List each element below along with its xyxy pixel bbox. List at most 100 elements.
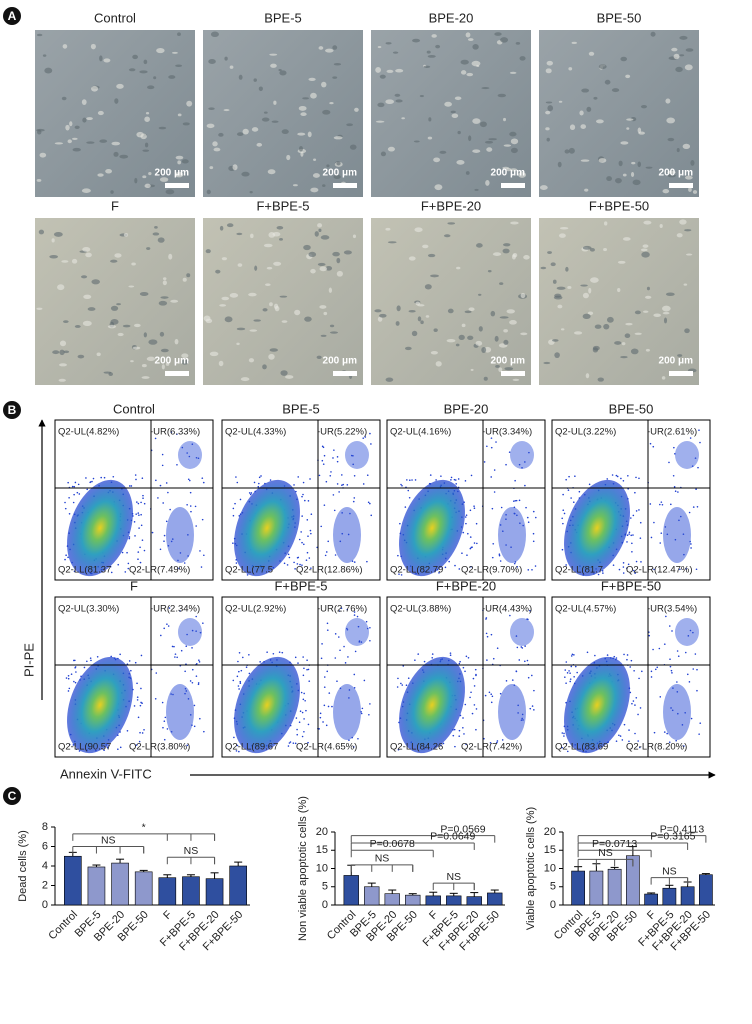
event-dot xyxy=(167,491,169,494)
event-dot xyxy=(296,728,298,731)
event-dot xyxy=(197,682,200,684)
event-dot xyxy=(323,704,326,707)
event-dot xyxy=(423,660,426,663)
event-dot xyxy=(465,655,468,658)
cell xyxy=(565,266,569,272)
cell xyxy=(679,54,685,57)
quadrant-label: Q2-LL(81.37 xyxy=(58,565,111,576)
event-dot xyxy=(448,560,450,563)
cell xyxy=(266,266,273,270)
event-dot xyxy=(626,654,629,656)
event-dot xyxy=(692,631,694,634)
event-dot xyxy=(470,691,472,694)
event-dot xyxy=(353,614,356,616)
event-dot xyxy=(470,546,473,549)
event-dot xyxy=(431,656,434,659)
cell xyxy=(456,266,461,270)
event-dot xyxy=(631,542,633,545)
event-dot xyxy=(648,634,651,637)
event-dot xyxy=(186,744,189,747)
event-dot xyxy=(699,441,701,444)
event-dot xyxy=(576,671,578,674)
cell xyxy=(683,283,688,286)
cell xyxy=(545,127,550,131)
cell xyxy=(464,310,472,314)
event-dot xyxy=(100,476,102,479)
cell xyxy=(428,117,432,122)
event-dot xyxy=(304,499,306,502)
event-dot xyxy=(325,480,328,483)
event-dot xyxy=(294,742,297,745)
cell xyxy=(123,232,129,237)
cell xyxy=(71,258,78,264)
event-dot xyxy=(660,501,663,503)
event-dot xyxy=(668,741,671,744)
panel-label-c: C xyxy=(3,787,21,805)
cell xyxy=(446,338,456,343)
event-dot xyxy=(653,521,655,524)
event-dot xyxy=(618,734,620,737)
cell xyxy=(557,304,563,309)
event-dot xyxy=(529,707,532,710)
event-dot xyxy=(491,507,494,510)
cell xyxy=(142,175,147,179)
event-dot xyxy=(181,446,184,449)
event-dot xyxy=(622,479,625,482)
event-dot xyxy=(303,667,305,670)
significance-label: P=0.0713 xyxy=(592,838,637,850)
y-tick-label: 15 xyxy=(544,844,556,856)
event-dot xyxy=(699,722,702,724)
cell xyxy=(111,141,121,146)
quadrant-label: -UR(4.43%) xyxy=(482,604,532,615)
event-dot xyxy=(470,474,473,477)
cell xyxy=(677,354,683,357)
event-dot xyxy=(341,484,343,487)
event-dot xyxy=(659,696,662,698)
cell xyxy=(547,105,554,112)
event-dot xyxy=(672,474,675,477)
event-dot xyxy=(650,536,653,539)
event-dot xyxy=(663,643,666,645)
event-dot xyxy=(401,484,403,487)
event-dot xyxy=(490,633,493,636)
event-dot xyxy=(302,656,304,658)
event-dot xyxy=(531,705,534,707)
cell xyxy=(241,171,250,177)
cell xyxy=(653,313,661,318)
bar xyxy=(364,886,380,906)
event-dot xyxy=(499,692,502,695)
cell xyxy=(354,107,359,112)
cell xyxy=(156,47,165,54)
event-dot xyxy=(331,705,333,708)
cell xyxy=(447,308,454,314)
event-dot xyxy=(199,550,201,552)
event-dot xyxy=(518,659,521,661)
event-dot xyxy=(483,461,486,463)
event-dot xyxy=(635,476,637,479)
quadrant-label: Q2-LR(7.49%) xyxy=(129,565,190,576)
event-dot xyxy=(669,665,672,668)
plot-title: F xyxy=(130,578,138,593)
panel-label: C xyxy=(8,789,17,803)
cell xyxy=(582,313,591,320)
event-dot xyxy=(499,560,502,562)
cell xyxy=(472,118,481,124)
event-dot xyxy=(462,531,465,534)
event-dot xyxy=(626,534,629,536)
cell xyxy=(557,161,562,168)
event-dot xyxy=(128,537,131,540)
cell xyxy=(568,147,575,154)
y-axis-label: PI-PE xyxy=(21,643,36,677)
event-dot xyxy=(342,483,345,486)
cell xyxy=(587,311,594,315)
scale-label: 200 μm xyxy=(323,356,358,367)
cell xyxy=(626,127,630,130)
event-dot xyxy=(358,640,361,642)
cell xyxy=(236,327,246,331)
cell xyxy=(624,333,631,338)
cell xyxy=(346,123,353,127)
cell xyxy=(242,128,249,135)
event-dot xyxy=(128,536,131,538)
cell xyxy=(110,190,114,194)
event-dot xyxy=(498,553,501,555)
